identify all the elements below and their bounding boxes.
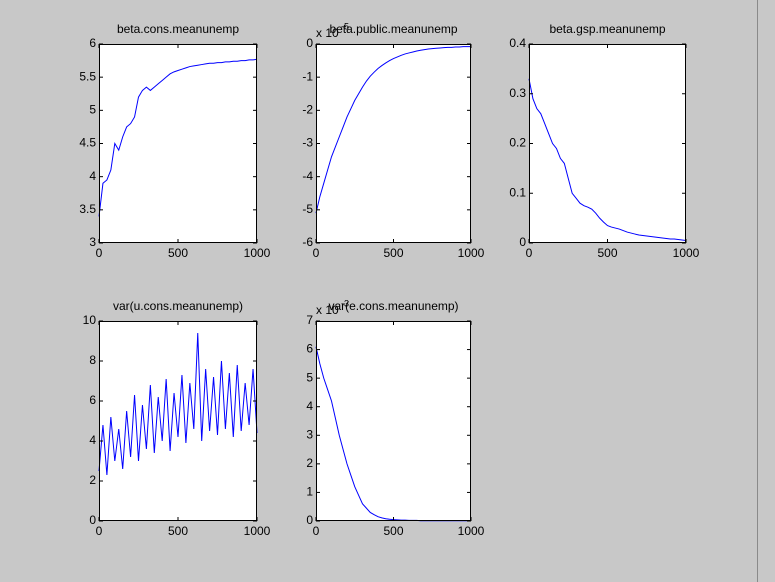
x-tick-label: 0 — [96, 246, 103, 260]
y-tick-label: 4 — [89, 169, 96, 183]
y-tick-label: 3 — [306, 427, 313, 441]
trace-line — [98, 58, 258, 217]
x-tick-label: 1000 — [244, 246, 271, 260]
x-tick-label: 1000 — [673, 246, 700, 260]
y-tick-label: -3 — [302, 136, 313, 150]
trace-line — [528, 78, 687, 242]
y-tick-label: 3 — [89, 235, 96, 249]
axes-background — [99, 44, 257, 243]
axes-title: beta.gsp.meanunemp — [549, 22, 665, 36]
x-tick-label: 500 — [597, 246, 617, 260]
x-tick-label: 500 — [383, 524, 403, 538]
axes-title: var(e.cons.meanunemp) — [328, 299, 458, 313]
axis-multiplier: x 10 — [316, 303, 339, 317]
y-tick-label: 6 — [89, 393, 96, 407]
y-tick-label: -6 — [302, 235, 313, 249]
y-tick-label: 5 — [89, 103, 96, 117]
y-tick-label: 6 — [89, 36, 96, 50]
y-tick-label: 4 — [89, 433, 96, 447]
y-tick-label: 6 — [306, 342, 313, 356]
trace-line — [98, 332, 258, 476]
y-tick-label: 7 — [306, 313, 313, 327]
x-tick-label: 500 — [168, 246, 188, 260]
axis-multiplier: x 10 — [316, 26, 339, 40]
y-tick-label: 0.2 — [509, 136, 526, 150]
y-tick-label: 10 — [83, 313, 97, 327]
y-tick-label: 1 — [306, 485, 313, 499]
y-tick-label: 3.5 — [79, 202, 96, 216]
axes-title: var(u.cons.meanunemp) — [113, 299, 243, 313]
axes-background — [529, 44, 686, 243]
y-tick-label: 2 — [89, 473, 96, 487]
y-tick-label: -2 — [302, 103, 313, 117]
trace-line — [315, 46, 471, 214]
axes-background — [316, 44, 471, 243]
axis-multiplier-power: -3 — [341, 298, 349, 308]
axes-title: beta.public.meanunemp — [329, 22, 457, 36]
y-tick-label: 0.4 — [509, 36, 526, 50]
y-tick-label: 4.5 — [79, 136, 96, 150]
y-tick-label: 0 — [306, 36, 313, 50]
x-tick-label: 0 — [313, 246, 320, 260]
y-tick-label: -4 — [302, 169, 313, 183]
y-tick-label: 0.3 — [509, 86, 526, 100]
x-tick-label: 1000 — [244, 524, 271, 538]
y-tick-label: 0 — [519, 235, 526, 249]
axes-background — [99, 321, 257, 521]
x-tick-label: 500 — [383, 246, 403, 260]
x-tick-label: 0 — [313, 524, 320, 538]
x-tick-label: 1000 — [458, 524, 485, 538]
y-tick-label: 4 — [306, 399, 313, 413]
y-tick-label: -5 — [302, 202, 313, 216]
x-tick-label: 0 — [526, 246, 533, 260]
y-tick-label: 8 — [89, 353, 96, 367]
y-tick-label: 2 — [306, 456, 313, 470]
y-tick-label: 5 — [306, 370, 313, 384]
y-tick-label: 0 — [89, 513, 96, 527]
x-tick-label: 0 — [96, 524, 103, 538]
x-tick-label: 1000 — [458, 246, 485, 260]
y-tick-label: -1 — [302, 69, 313, 83]
axes-background — [316, 321, 471, 521]
y-tick-label: 0.1 — [509, 185, 526, 199]
axis-multiplier-power: -5 — [341, 21, 349, 31]
x-tick-label: 500 — [168, 524, 188, 538]
y-tick-label: 5.5 — [79, 69, 96, 83]
y-tick-label: 0 — [306, 513, 313, 527]
axes-title: beta.cons.meanunemp — [117, 22, 239, 36]
